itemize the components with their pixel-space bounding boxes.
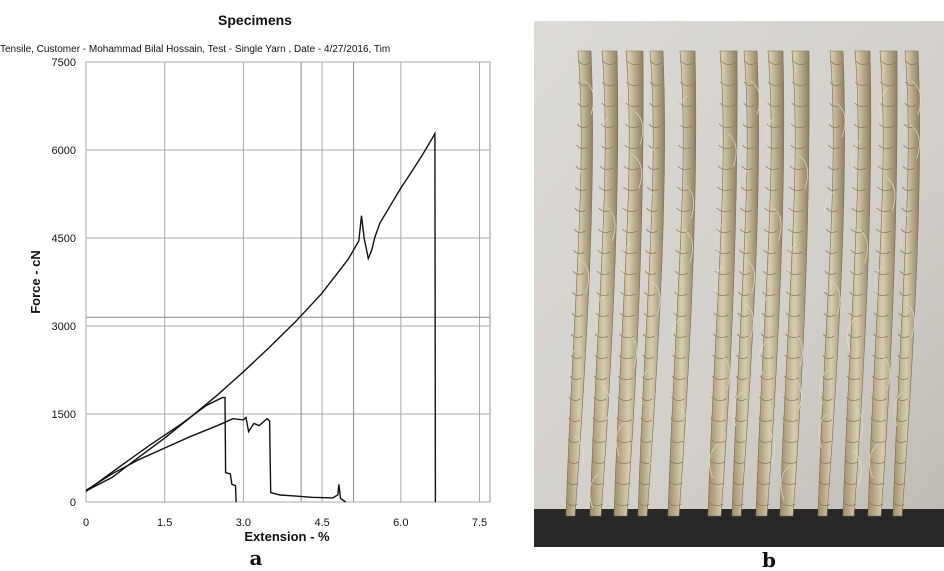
yarn-photo-panel: b <box>534 21 944 571</box>
x-axis-label: Extension - % <box>244 529 330 544</box>
x-tick-label: 0 <box>83 517 89 529</box>
yarn-strand <box>707 50 738 517</box>
specimen-curve-2 <box>85 416 347 503</box>
yarn-strand <box>867 50 898 517</box>
tensile-chart-panel: Specimens Tensile, Customer - Mohammad B… <box>0 12 491 570</box>
y-tick-label: 6000 <box>52 145 76 157</box>
jute-yarn-photo <box>534 21 944 547</box>
series-lines <box>85 130 437 503</box>
grid-lines <box>85 61 490 503</box>
x-tick-label: 1.5 <box>157 517 172 529</box>
yarn-strand <box>613 50 644 517</box>
yarn-strand <box>589 50 619 517</box>
y-tick-label: 7500 <box>52 57 76 69</box>
yarn-strand <box>667 50 697 517</box>
x-tick-label: 3.0 <box>236 517 251 529</box>
panel-label-b-wrap: b <box>762 548 776 571</box>
y-tick-label: 1500 <box>52 409 76 421</box>
x-tick-label: 4.5 <box>314 517 329 529</box>
specimen-curve-1 <box>85 396 237 503</box>
panel-label-a: a <box>250 546 263 570</box>
tensile-chart: Specimens Tensile, Customer - Mohammad B… <box>0 12 491 570</box>
y-tick-label: 4500 <box>52 233 76 245</box>
x-tick-label: 6.0 <box>393 517 408 529</box>
y-axis-label: Force - cN <box>28 250 43 314</box>
yarn-strand <box>842 50 872 517</box>
plot-frame <box>85 61 491 503</box>
yarn-strand <box>637 50 665 517</box>
yarn-strand <box>892 50 922 517</box>
chart-subtitle: Tensile, Customer - Mohammad Bilal Hossa… <box>0 44 390 55</box>
y-tick-label: 3000 <box>52 321 76 333</box>
yarn-strand <box>731 50 761 517</box>
y-tick-label: 0 <box>70 497 76 509</box>
yarn-strand <box>779 50 810 517</box>
yarn-strand <box>755 50 785 517</box>
x-tick-label: 7.5 <box>472 517 487 529</box>
chart-title: Specimens <box>218 12 292 28</box>
yarn-strand <box>817 50 846 517</box>
tick-labels: 0 1.5 3.0 4.5 6.0 7.5 0 1500 3000 4500 6000 7500 <box>52 57 488 529</box>
yarn-strand <box>565 50 595 517</box>
specimen-curve-3 <box>85 130 437 503</box>
panel-label-b: b <box>762 548 776 571</box>
